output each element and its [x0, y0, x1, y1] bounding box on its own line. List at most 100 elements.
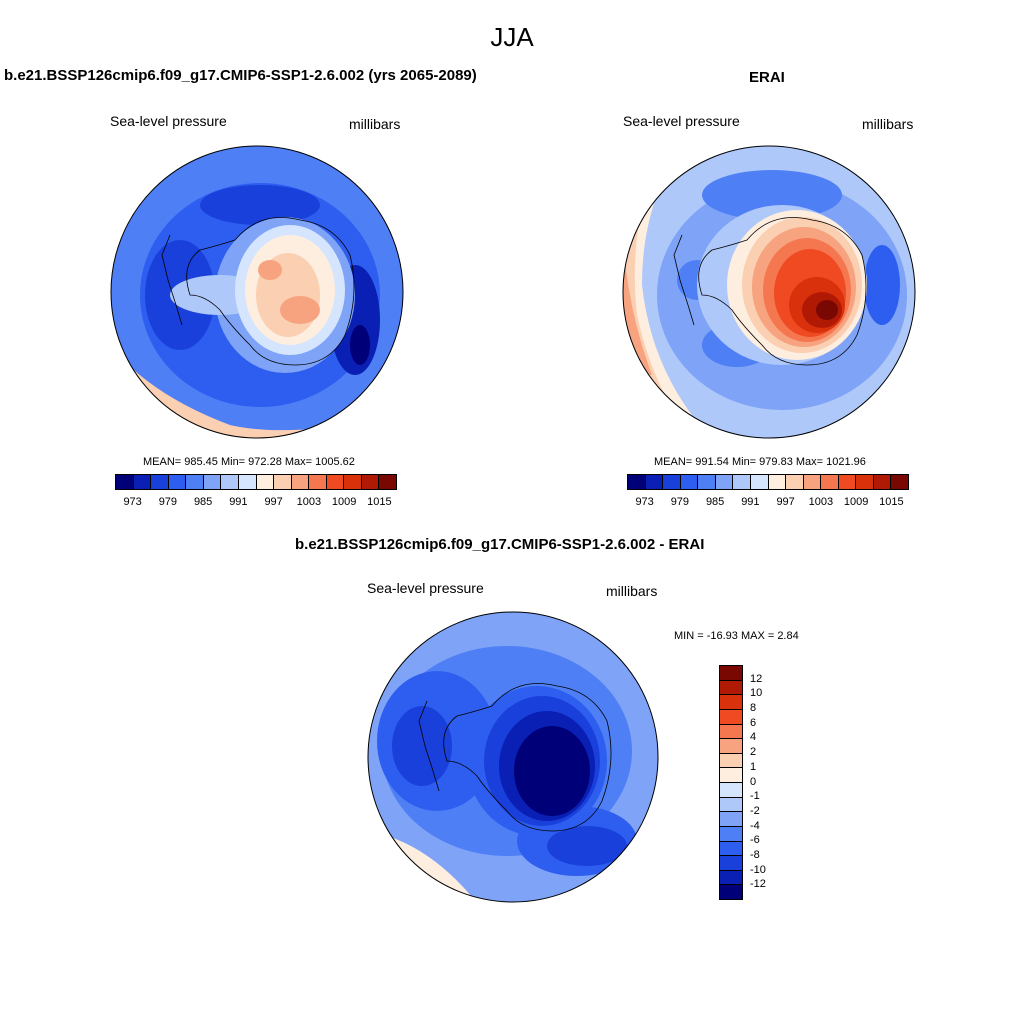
colorbar-swatch — [168, 475, 187, 489]
colorbar-tick-label: 991 — [229, 496, 248, 508]
colorbar-tick-label: 1003 — [296, 496, 322, 508]
colorbar-tick-label: 991 — [741, 496, 760, 508]
colorbar-tick-label: 1015 — [367, 496, 392, 508]
panel1-colorbar — [115, 474, 397, 490]
colorbar-tick-label: 985 — [705, 496, 725, 508]
colorbar-tick-label: -6 — [750, 834, 760, 847]
colorbar-swatch — [720, 826, 742, 842]
panel1-map — [110, 145, 404, 439]
colorbar-tick-label: -12 — [750, 878, 766, 891]
colorbar-swatch — [720, 695, 742, 710]
panel3-units: millibars — [606, 583, 658, 599]
panel3-title: b.e21.BSSP126cmip6.f09_g17.CMIP6-SSP1-2.… — [295, 536, 705, 553]
panel2-title: ERAI — [749, 69, 785, 86]
colorbar-swatch — [344, 475, 362, 489]
colorbar-swatch — [873, 475, 892, 489]
colorbar-tick-label: 10 — [750, 687, 763, 700]
colorbar-swatch — [720, 856, 742, 871]
colorbar-swatch — [821, 475, 839, 489]
colorbar-tick-label: -8 — [750, 848, 760, 861]
colorbar-tick-label: 997 — [264, 496, 283, 508]
colorbar-swatch — [326, 475, 345, 489]
colorbar-tick-label: -10 — [750, 863, 766, 876]
panel2-colorbar — [627, 474, 909, 490]
colorbar-tick-label: 2 — [750, 746, 757, 759]
colorbar-tick-label: -2 — [750, 804, 760, 817]
colorbar-swatch — [186, 475, 204, 489]
colorbar-tick-label: 979 — [158, 496, 178, 508]
colorbar-tick-label: 4 — [750, 731, 757, 744]
colorbar-tick-label: 985 — [193, 496, 213, 508]
colorbar-swatch — [291, 475, 310, 489]
colorbar-swatch — [720, 885, 742, 899]
colorbar-swatch — [733, 475, 751, 489]
panel1-colorbar-labels: 973 979 985 991 997 1003 1009 1015 — [115, 496, 397, 510]
colorbar-tick-label: 979 — [670, 496, 690, 508]
colorbar-swatch — [803, 475, 822, 489]
colorbar-swatch — [720, 783, 742, 798]
colorbar-swatch — [750, 475, 769, 489]
colorbar-swatch — [720, 724, 742, 740]
colorbar-swatch — [856, 475, 874, 489]
colorbar-tick-label: 12 — [750, 672, 763, 685]
colorbar-swatch — [720, 797, 742, 813]
colorbar-swatch — [838, 475, 857, 489]
panel3-map — [367, 611, 659, 903]
figure-title: JJA — [490, 22, 534, 52]
colorbar-swatch — [720, 666, 742, 681]
colorbar-tick-label: 1015 — [879, 496, 904, 508]
panel1-title: b.e21.BSSP126cmip6.f09_g17.CMIP6-SSP1-2.… — [4, 67, 477, 84]
colorbar-swatch — [891, 475, 908, 489]
colorbar-tick-label: 1009 — [843, 496, 869, 508]
panel1-stats: MEAN= 985.45 Min= 972.28 Max= 1005.62 — [143, 456, 355, 468]
colorbar-swatch — [720, 739, 742, 754]
colorbar-swatch — [715, 475, 734, 489]
panel2-stats: MEAN= 991.54 Min= 979.83 Max= 1021.96 — [654, 456, 866, 468]
colorbar-swatch — [680, 475, 699, 489]
panel1-units: millibars — [349, 116, 401, 132]
colorbar-swatch — [698, 475, 716, 489]
colorbar-swatch — [309, 475, 327, 489]
colorbar-tick-label: 6 — [750, 716, 757, 729]
colorbar-swatch — [116, 475, 134, 489]
colorbar-swatch — [720, 812, 742, 827]
colorbar-swatch — [203, 475, 222, 489]
colorbar-swatch — [786, 475, 804, 489]
panel1-variable: Sea-level pressure — [110, 113, 227, 129]
colorbar-swatch — [768, 475, 787, 489]
colorbar-swatch — [720, 753, 742, 769]
panel3-stats: MIN = -16.93 MAX = 2.84 — [674, 630, 799, 642]
colorbar-swatch — [645, 475, 664, 489]
colorbar-swatch — [628, 475, 646, 489]
panel2-units: millibars — [862, 116, 914, 132]
colorbar-swatch — [274, 475, 292, 489]
panel2-variable: Sea-level pressure — [623, 113, 740, 129]
colorbar-swatch — [133, 475, 152, 489]
colorbar-swatch — [238, 475, 257, 489]
colorbar-swatch — [663, 475, 681, 489]
colorbar-tick-label: 973 — [123, 496, 142, 508]
colorbar-swatch — [221, 475, 239, 489]
colorbar-swatch — [720, 709, 742, 725]
panel2-map — [622, 145, 916, 439]
colorbar-tick-label: 1003 — [808, 496, 834, 508]
colorbar-tick-label: 8 — [750, 702, 757, 715]
colorbar-tick-label: 0 — [750, 775, 757, 788]
colorbar-swatch — [720, 768, 742, 783]
colorbar-swatch — [256, 475, 275, 489]
panel3-colorbar — [719, 665, 743, 900]
panel3-variable: Sea-level pressure — [367, 580, 484, 596]
colorbar-tick-label: -1 — [750, 790, 760, 803]
colorbar-swatch — [720, 841, 742, 857]
colorbar-tick-label: 1009 — [331, 496, 357, 508]
colorbar-tick-label: 973 — [635, 496, 654, 508]
colorbar-swatch — [379, 475, 396, 489]
colorbar-tick-label: 1 — [750, 760, 757, 773]
colorbar-swatch — [720, 870, 742, 886]
colorbar-tick-label: 997 — [776, 496, 795, 508]
colorbar-swatch — [151, 475, 169, 489]
colorbar-swatch — [361, 475, 380, 489]
colorbar-swatch — [720, 680, 742, 696]
panel3-colorbar-labels: 12 10 8 6 4 2 1 0 -1 -2 -4 -6 -8 -10 -12 — [750, 665, 790, 900]
colorbar-tick-label: -4 — [750, 819, 760, 832]
